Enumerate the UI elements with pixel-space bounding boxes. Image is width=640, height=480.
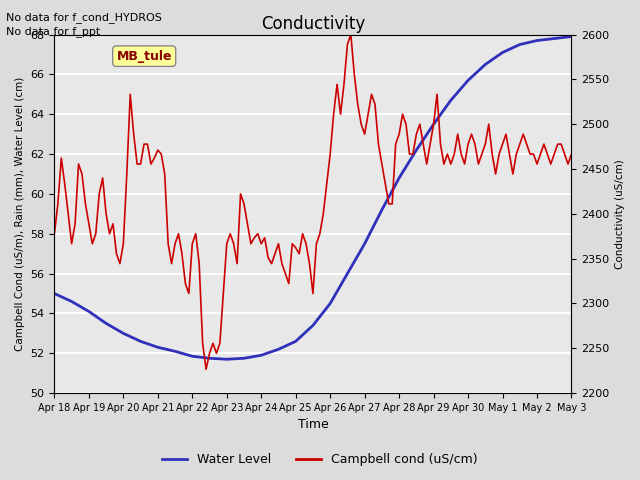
Y-axis label: Campbell Cond (uS/m), Rain (mm), Water Level (cm): Campbell Cond (uS/m), Rain (mm), Water L… (15, 77, 25, 351)
Text: No data for f_cond_HYDROS: No data for f_cond_HYDROS (6, 12, 163, 23)
Text: MB_tule: MB_tule (116, 49, 172, 63)
X-axis label: Time: Time (298, 419, 328, 432)
Legend: Water Level, Campbell cond (uS/cm): Water Level, Campbell cond (uS/cm) (157, 448, 483, 471)
Text: No data for f_ppt: No data for f_ppt (6, 26, 100, 37)
Y-axis label: Conductivity (uS/cm): Conductivity (uS/cm) (615, 159, 625, 269)
Title: Conductivity: Conductivity (261, 15, 365, 33)
